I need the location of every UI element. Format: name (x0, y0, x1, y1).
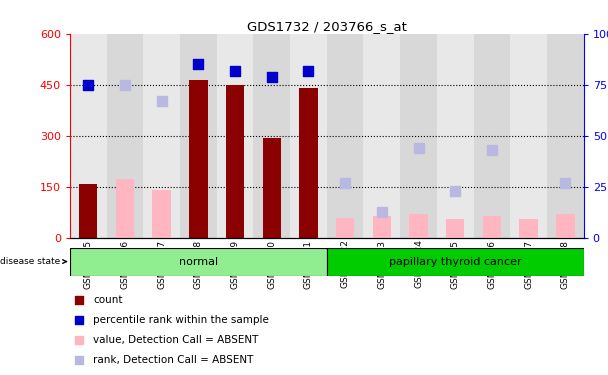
Bar (327, 248, 584, 276)
Text: count: count (93, 295, 123, 304)
Bar (143, 34, 180, 238)
Bar (254, 34, 290, 238)
Point (303, 68, 313, 74)
Point (487, 147, 497, 153)
Point (340, 180, 350, 186)
Bar (216, 34, 254, 238)
Point (451, 188, 460, 194)
Bar (437, 34, 474, 238)
Bar (70, 34, 106, 238)
Bar (106, 34, 143, 238)
Text: percentile rank within the sample: percentile rank within the sample (93, 315, 269, 325)
Point (561, 180, 570, 186)
Bar (79, 184, 97, 238)
Point (157, 98, 167, 104)
Bar (326, 34, 364, 238)
Bar (556, 214, 575, 238)
Bar (189, 80, 207, 238)
Bar (510, 34, 547, 238)
Text: rank, Detection Call = ABSENT: rank, Detection Call = ABSENT (93, 355, 254, 365)
Point (83, 82, 93, 88)
Bar (263, 138, 281, 238)
Bar (547, 34, 584, 238)
Bar (290, 34, 327, 238)
Text: papillary thyroid cancer: papillary thyroid cancer (389, 256, 522, 267)
Title: GDS1732 / 203766_s_at: GDS1732 / 203766_s_at (247, 20, 407, 33)
Text: normal: normal (179, 256, 218, 267)
Bar (180, 34, 216, 238)
Bar (400, 34, 437, 238)
Bar (299, 88, 317, 238)
Point (74, 357, 84, 363)
Bar (153, 190, 171, 238)
Bar (519, 219, 538, 238)
Bar (409, 214, 427, 238)
Bar (373, 216, 391, 238)
Bar (116, 178, 134, 238)
Bar (226, 85, 244, 238)
Bar (336, 217, 354, 238)
Point (74, 317, 84, 323)
Text: value, Detection Call = ABSENT: value, Detection Call = ABSENT (93, 335, 258, 345)
Point (74, 337, 84, 343)
Point (413, 145, 423, 151)
Point (377, 209, 387, 214)
Bar (70, 248, 327, 276)
Text: disease state: disease state (0, 257, 66, 266)
Point (74, 297, 84, 303)
Point (267, 74, 277, 80)
Point (193, 62, 203, 68)
Bar (483, 216, 501, 238)
Bar (364, 34, 400, 238)
Point (120, 82, 130, 88)
Bar (474, 34, 510, 238)
Bar (446, 219, 465, 238)
Point (230, 68, 240, 74)
